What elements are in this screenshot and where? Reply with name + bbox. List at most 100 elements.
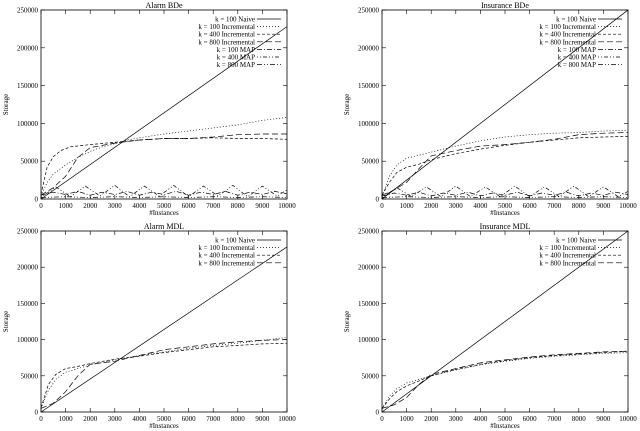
- chart-panel-3: Alarm MDL 0 50000 100000 150000 200000 250000 0…: [2, 222, 296, 430]
- series-group: [41, 26, 287, 199]
- x-tick-label: 5000: [157, 202, 172, 210]
- y-tick-label: 200000: [17, 44, 39, 52]
- series-line-4: [41, 133, 287, 196]
- legend-label: k = 100 MAP: [217, 46, 255, 54]
- series-line-7: [382, 196, 628, 198]
- series-line-4: [382, 350, 628, 409]
- x-tick-label: 4000: [473, 415, 488, 423]
- y-tick-label: 200000: [17, 264, 39, 272]
- x-tick-label: 1000: [59, 202, 74, 210]
- x-tick-label: 4000: [473, 202, 488, 210]
- legend-label: k = 100 Naive: [556, 237, 596, 245]
- y-tick-label: 100000: [17, 336, 39, 344]
- y-axis-label: Storage: [2, 94, 10, 115]
- x-axis-label: #Instances: [149, 209, 179, 217]
- y-tick-label: 250000: [358, 228, 380, 236]
- x-tick-label: 10000: [278, 202, 296, 210]
- chart-title: Insurance MDL: [480, 222, 531, 231]
- x-tick-label: 8000: [572, 202, 587, 210]
- y-tick-label: 200000: [358, 264, 380, 272]
- x-tick-label: 10000: [619, 415, 637, 423]
- y-axis-label: Storage: [343, 311, 351, 332]
- y-tick-label: 150000: [17, 82, 39, 90]
- legend-label: k = 100 Incremental: [539, 23, 596, 31]
- x-tick-label: 8000: [572, 415, 587, 423]
- y-tick-label: 100000: [358, 120, 380, 128]
- chart-panel-1: Alarm BDe 0 50000 100000 150000 200000 250000 0…: [2, 1, 296, 217]
- chart-panel-4: Insurance MDL050000100000150000200000250…: [343, 222, 637, 430]
- x-tick-label: 1000: [400, 415, 415, 423]
- legend-label: k = 400 MAP: [558, 54, 596, 62]
- series-line-5: [382, 191, 628, 197]
- legend-label: k = 800 Incremental: [198, 259, 255, 267]
- x-axis-label: #Instances: [490, 209, 520, 217]
- x-tick-label: 9000: [596, 415, 611, 423]
- x-tick-label: 7000: [206, 415, 221, 423]
- series-line-3: [41, 137, 287, 195]
- legend-label: k = 800 Incremental: [539, 38, 596, 46]
- x-axis-label: #Instances: [490, 422, 520, 430]
- legend-label: k = 100 Incremental: [539, 244, 596, 252]
- series-line-3: [382, 135, 628, 196]
- series-line-1: [41, 246, 287, 412]
- x-tick-label: 1000: [400, 202, 415, 210]
- series-group: [382, 10, 628, 199]
- x-tick-label: 5000: [157, 415, 172, 423]
- y-tick-label: 100000: [17, 120, 39, 128]
- legend-label: k = 800 MAP: [217, 61, 255, 69]
- x-tick-label: 10000: [619, 202, 637, 210]
- legend-label: k = 100 MAP: [558, 46, 596, 54]
- chart-panel-2: Insurance BDe 0 50000 100000 150000 200000 250…: [343, 1, 637, 217]
- y-tick-label: 0: [35, 196, 39, 204]
- y-tick-label: 50000: [21, 158, 39, 166]
- y-tick-label: 150000: [358, 82, 380, 90]
- y-axis-label: Storage: [2, 311, 10, 332]
- legend-label: k = 100 Naive: [215, 237, 255, 245]
- y-tick-label: 0: [376, 409, 380, 417]
- series-line-4: [41, 339, 287, 409]
- x-tick-label: 9000: [596, 202, 611, 210]
- legend-label: k = 800 MAP: [558, 61, 596, 69]
- y-axis-label: Storage: [343, 94, 351, 115]
- x-tick-label: 10000: [278, 415, 296, 423]
- x-tick-label: 0: [380, 415, 384, 423]
- x-tick-label: 3000: [449, 202, 464, 210]
- x-tick-label: 0: [39, 415, 43, 423]
- x-tick-label: 5000: [498, 415, 513, 423]
- y-tick-label: 200000: [358, 44, 380, 52]
- x-tick-label: 1000: [59, 415, 74, 423]
- y-tick-label: 50000: [362, 158, 380, 166]
- series-line-6: [382, 185, 628, 198]
- legend-label: k = 100 Incremental: [198, 23, 255, 31]
- x-tick-label: 8000: [231, 202, 246, 210]
- x-tick-label: 0: [380, 202, 384, 210]
- y-tick-label: 150000: [17, 300, 39, 308]
- x-tick-label: 5000: [498, 202, 513, 210]
- series-line-4: [382, 132, 628, 196]
- legend-label: k = 400 Incremental: [198, 252, 255, 260]
- chart-title: Alarm BDe: [145, 1, 183, 10]
- series-group: [41, 246, 287, 412]
- x-axis-label: #Instances: [149, 422, 179, 430]
- x-tick-label: 9000: [255, 202, 270, 210]
- legend-label: k = 400 Incremental: [539, 31, 596, 39]
- y-tick-label: 250000: [17, 228, 39, 236]
- chart-title: Insurance BDe: [481, 1, 529, 10]
- y-tick-label: 250000: [358, 7, 380, 15]
- y-tick-label: 50000: [21, 372, 39, 380]
- series-line-6: [41, 184, 287, 198]
- y-tick-label: 150000: [358, 300, 380, 308]
- legend-label: k = 400 Incremental: [198, 31, 255, 39]
- legend-label: k = 100 Incremental: [198, 244, 255, 252]
- series-line-3: [41, 342, 287, 408]
- series-line-1: [41, 26, 287, 199]
- series-line-1: [382, 231, 628, 412]
- x-tick-label: 6000: [182, 202, 197, 210]
- x-tick-label: 7000: [206, 202, 221, 210]
- series-line-2: [382, 352, 628, 409]
- x-tick-label: 4000: [132, 415, 147, 423]
- x-tick-label: 3000: [108, 415, 123, 423]
